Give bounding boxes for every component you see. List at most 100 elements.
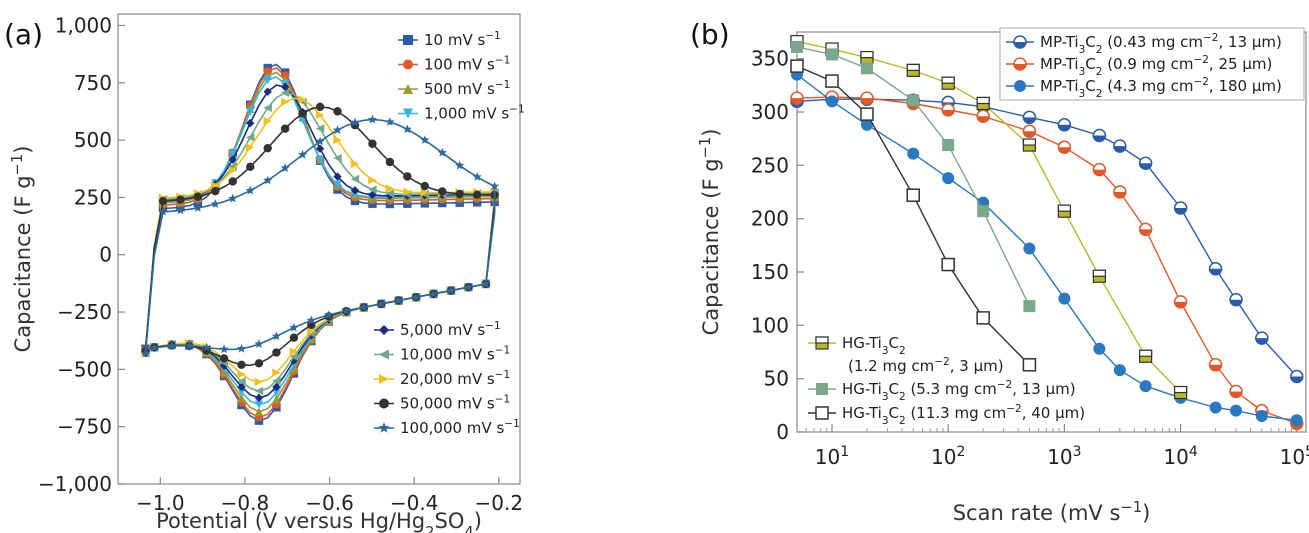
panel-a-point xyxy=(272,394,281,404)
panel-a-point xyxy=(376,299,386,308)
panel-a-ytick-label: 0 xyxy=(99,243,112,267)
panel-b-xtick-label: 102 xyxy=(931,444,965,469)
panel-a-point xyxy=(219,344,229,354)
panel-a-legend-label: 100 mV s−1 xyxy=(424,55,510,74)
panel-b-ytick-label: 50 xyxy=(764,367,789,391)
panel-a-series xyxy=(140,114,500,358)
panel-b-point xyxy=(1092,269,1106,283)
panel-b-point xyxy=(1022,358,1037,372)
panel-a-point xyxy=(263,175,273,185)
panel-b-legend-label: MP-Ti3C2 (0.9 mg cm−2, 25 µm) xyxy=(1040,54,1272,78)
panel-b-point xyxy=(1057,204,1071,218)
panel-a-point xyxy=(263,103,272,113)
panel-a-point xyxy=(298,95,307,104)
panel-a-ytick-label: −1,000 xyxy=(38,472,112,496)
panel-b-point xyxy=(942,172,955,185)
panel-a-point xyxy=(246,133,255,142)
panel-a-point xyxy=(324,310,334,319)
panel-a-point xyxy=(333,180,342,189)
panel-a-point xyxy=(368,190,377,200)
panel-a-point xyxy=(332,125,343,134)
panel-a-point xyxy=(315,124,325,133)
panel-a-legend-marker xyxy=(403,108,413,119)
panel-a-point xyxy=(211,186,220,196)
panel-b-series-line xyxy=(796,74,1297,421)
panel-b-point xyxy=(1023,242,1036,255)
panel-b-series-line xyxy=(796,96,1298,425)
panel-a-point xyxy=(272,382,281,392)
panel-b-series-line xyxy=(796,98,1298,377)
panel-b-point xyxy=(977,205,990,218)
panel-a-point xyxy=(254,400,264,409)
panel-b-point xyxy=(1057,118,1072,132)
panel-b-point xyxy=(907,94,920,107)
panel-a-xtick-label: −0.8 xyxy=(221,491,270,515)
panel-b-point xyxy=(976,109,990,124)
panel-a-point xyxy=(140,348,151,358)
panel-b-point xyxy=(941,257,955,272)
panel-a-point xyxy=(167,341,177,350)
panel-a-legend-marker xyxy=(403,35,413,45)
panel-b-point xyxy=(1255,331,1269,345)
panel-a-legend-marker xyxy=(378,422,390,433)
panel-a-xtick-label: −0.6 xyxy=(305,491,354,515)
panel-a-legend-marker xyxy=(379,325,389,335)
panel-a-point xyxy=(271,331,281,341)
panel-a-point xyxy=(193,203,203,212)
panel-b-point xyxy=(790,59,804,73)
panel-b-point xyxy=(860,91,874,105)
panel-b-series xyxy=(790,90,1304,431)
panel-b-point xyxy=(1057,140,1072,154)
panel-b-legend-marker xyxy=(815,336,829,350)
panel-b-xtick-label: 105 xyxy=(1280,444,1309,469)
panel-a-legend-label: 100,000 mV s−1 xyxy=(400,418,520,437)
panel-a-point xyxy=(254,339,264,348)
panel-b-point xyxy=(1290,369,1304,384)
panel-a-point xyxy=(246,143,255,152)
panel-a-point xyxy=(420,181,429,191)
panel-a-point xyxy=(315,102,325,112)
panel-a-point xyxy=(280,124,290,133)
panel-a-point xyxy=(280,163,290,172)
panel-a-point xyxy=(176,195,185,204)
panel-b-point xyxy=(1173,385,1188,400)
panel-a-point xyxy=(272,376,281,386)
panel-b-point xyxy=(790,91,804,105)
panel-b-point xyxy=(825,74,839,88)
panel-a-point xyxy=(272,348,281,357)
panel-a-point xyxy=(228,149,237,159)
panel-a-point xyxy=(272,388,281,398)
panel-b-point xyxy=(906,63,920,78)
panel-a-point xyxy=(403,172,412,181)
panel-b-legend-label: HG-Ti3C2 xyxy=(842,334,906,357)
panel-a-point xyxy=(455,160,465,170)
panel-a-point xyxy=(237,382,246,392)
panel-a-point xyxy=(306,315,316,325)
panel-b-series xyxy=(791,40,1036,313)
panel-a-point xyxy=(472,172,482,181)
panel-a-point xyxy=(236,343,247,353)
panel-b-point xyxy=(860,62,873,75)
panel-a-series-line xyxy=(144,118,496,354)
panel-a-legend-marker xyxy=(379,349,389,360)
panel-a-point xyxy=(280,97,290,107)
panel-b-point xyxy=(1022,124,1037,138)
panel-a-point xyxy=(263,87,272,96)
panel-b-point xyxy=(976,311,990,325)
panel-b-point xyxy=(1229,292,1243,307)
panel-b-point xyxy=(1113,185,1127,199)
panel-a-point xyxy=(246,107,255,117)
panel-b-legend-marker xyxy=(816,383,828,395)
panel-b-point xyxy=(1229,384,1243,399)
panel-b-ylabel: Capacitance (F g−1) xyxy=(697,129,724,336)
panel-b-ytick-label: 100 xyxy=(751,313,789,337)
panel-b-point xyxy=(1255,410,1268,422)
panel-b-point xyxy=(1092,128,1107,143)
panel-a-legend-marker xyxy=(403,59,413,70)
panel-b-point xyxy=(1022,110,1037,125)
panel-a-point xyxy=(385,157,395,167)
panel-b-point xyxy=(907,147,920,160)
panel-b-point xyxy=(976,96,990,111)
panel-b-point xyxy=(1058,292,1071,305)
